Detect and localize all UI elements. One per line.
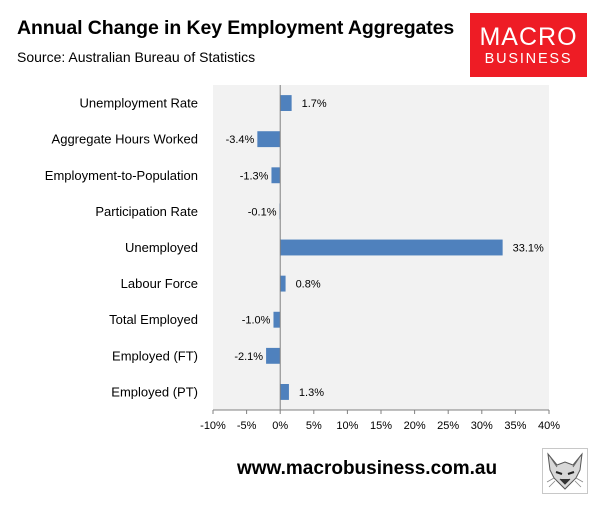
category-label: Unemployed <box>125 240 198 255</box>
category-label: Aggregate Hours Worked <box>52 132 198 147</box>
bar <box>280 95 292 111</box>
data-label: -3.4% <box>226 134 255 146</box>
category-labels-group: Unemployment Rate Aggregate Hours Worked E… <box>45 96 198 400</box>
fox-icon <box>542 448 588 494</box>
bar <box>266 347 281 364</box>
x-tick-label: -10% <box>200 420 226 432</box>
data-label: 33.1% <box>513 243 544 255</box>
data-label: 1.3% <box>299 387 324 399</box>
bar <box>280 239 503 256</box>
x-tick-label: 40% <box>538 420 560 432</box>
category-label: Participation Rate <box>95 204 198 219</box>
bar <box>273 311 281 328</box>
data-label: -2.1% <box>234 351 263 363</box>
data-labels-group: 1.7% -3.4% -1.3% -0.1% 33.1% 0.8% -1.0% -2.1% 1.… <box>226 98 544 399</box>
x-ticks-group: -10% -5% 0% 5% 10% 15% 20% 25% 30% 35% 40% <box>200 410 560 432</box>
data-label: 0.8% <box>296 279 321 291</box>
chart-source: Source: Australian Bureau of Statistics <box>17 49 256 65</box>
x-tick-label: -5% <box>237 420 257 432</box>
data-label: -0.1% <box>248 206 277 218</box>
macrobusiness-logo: MACRO BUSINESS <box>470 13 587 77</box>
footer-url: www.macrobusiness.com.au <box>237 458 498 479</box>
category-label: Employment-to-Population <box>45 168 198 183</box>
bar <box>257 131 281 148</box>
category-label: Employed (FT) <box>112 348 198 363</box>
x-tick-label: 30% <box>471 420 493 432</box>
category-label: Employed (PT) <box>111 384 198 399</box>
logo-text-macro: MACRO <box>479 22 578 51</box>
data-label: 1.7% <box>302 98 327 110</box>
x-tick-label: 35% <box>504 420 526 432</box>
bar <box>271 167 281 184</box>
category-label: Labour Force <box>121 276 198 291</box>
data-label: -1.0% <box>242 315 271 327</box>
x-tick-label: 5% <box>306 420 322 432</box>
logo-text-business: BUSINESS <box>484 50 573 67</box>
bar <box>280 275 286 292</box>
x-tick-label: 20% <box>404 420 426 432</box>
data-label: -1.3% <box>240 170 269 182</box>
bar <box>280 384 289 400</box>
x-tick-label: 0% <box>272 420 288 432</box>
x-tick-label: 25% <box>437 420 459 432</box>
category-label: Unemployment Rate <box>80 96 199 111</box>
chart-title: Annual Change in Key Employment Aggregat… <box>17 17 455 39</box>
x-tick-label: 15% <box>370 420 392 432</box>
x-tick-label: 10% <box>336 420 358 432</box>
category-label: Total Employed <box>109 312 198 327</box>
